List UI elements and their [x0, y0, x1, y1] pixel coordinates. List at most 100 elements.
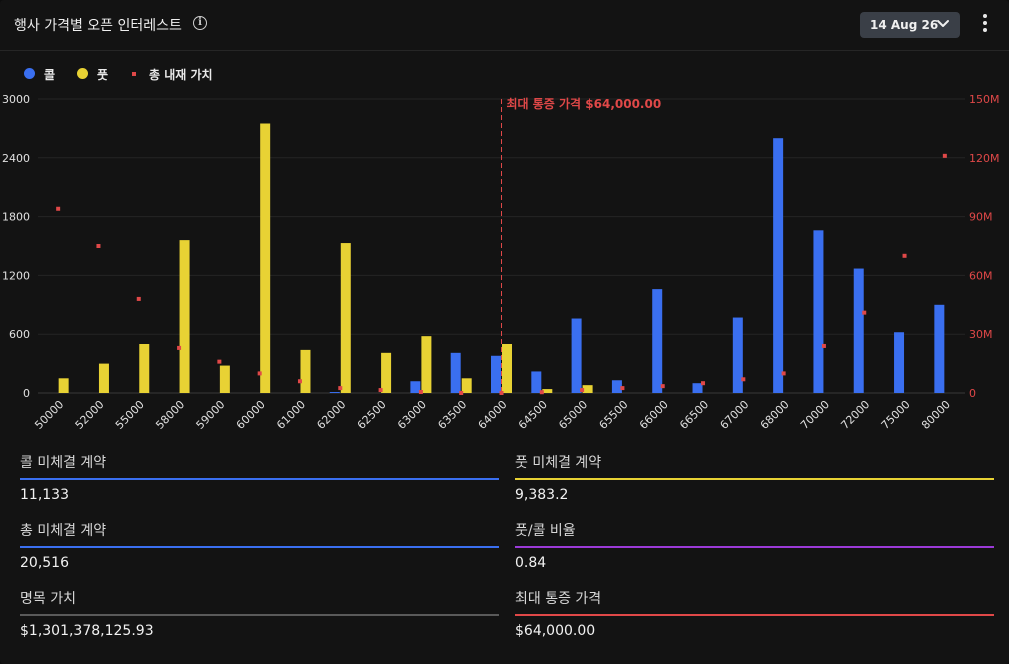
stat-underline [515, 478, 994, 480]
y-left-tick-label: 1200 [2, 269, 30, 282]
intrinsic-value-marker [297, 379, 302, 384]
intrinsic-value-marker [821, 343, 826, 348]
x-tick-label: 50000 [32, 398, 66, 432]
stat-underline [515, 614, 994, 616]
x-tick-label: 75000 [879, 398, 913, 432]
x-tick-label: 72000 [838, 398, 872, 432]
x-tick-label: 63000 [395, 398, 429, 432]
legend-label-calls: 콜 [44, 68, 56, 82]
x-tick-label: 52000 [73, 398, 107, 432]
call-bar [611, 380, 622, 393]
stat-underline [515, 546, 994, 548]
stat-label: 풋/콜 비율 [515, 523, 576, 539]
calls-legend-dot-icon [24, 68, 35, 79]
y-right-tick-label: 150M [969, 93, 1000, 106]
stat-value: 20,516 [20, 555, 69, 571]
call-bar [813, 230, 824, 393]
puts-legend-dot-icon [77, 68, 88, 79]
call-bar [329, 392, 340, 393]
x-tick-label: 55000 [113, 398, 147, 432]
y-right-tick-label: 90M [969, 211, 993, 224]
x-tick-label: 66500 [677, 398, 711, 432]
intrinsic-value-marker [96, 244, 101, 248]
stat-value: 0.84 [515, 555, 547, 571]
intrinsic-value-marker [781, 371, 786, 376]
call-bar [894, 332, 905, 393]
intrinsic-value-marker [701, 381, 706, 386]
stat-underline [20, 614, 499, 616]
put-bar [98, 363, 109, 393]
legend-label-puts: 풋 [97, 68, 109, 82]
intrinsic-value-marker [741, 377, 746, 382]
x-tick-label: 66000 [637, 398, 671, 432]
call-bar [450, 352, 461, 393]
stat-notional-value: 명목 가치 $1,301,378,125.93 [20, 588, 499, 639]
stat-value: 9,383.2 [515, 487, 569, 503]
call-bar [652, 289, 663, 393]
put-bar [582, 385, 593, 393]
put-bar [300, 349, 311, 393]
y-right-tick-label: 30M [969, 328, 993, 341]
x-tick-label: 59000 [194, 398, 228, 432]
put-bar [58, 378, 69, 393]
intrinsic-value-marker [338, 386, 343, 391]
expiry-date-select[interactable]: 14 Aug 26 [860, 12, 960, 38]
intrinsic-value-marker [56, 206, 61, 211]
intrinsic-value-marker [902, 253, 907, 258]
intrinsic-value-marker [539, 390, 544, 395]
legend-label-intrinsic-value: 총 내재 가치 [149, 68, 213, 82]
y-left-tick-label: 0 [23, 387, 30, 400]
stat-call-open-interest: 콜 미체결 계약 11,133 [20, 452, 499, 503]
x-tick-label: 64000 [476, 398, 510, 432]
put-bar [340, 243, 351, 393]
stat-value: $64,000.00 [515, 623, 596, 639]
stat-value: 11,133 [20, 487, 69, 503]
max-pain-label: 최대 통증 가격 $64,000.00 [507, 96, 662, 111]
more-options-icon[interactable] [978, 14, 992, 36]
y-left-tick-label: 600 [9, 328, 30, 341]
stat-label: 총 미체결 계약 [20, 523, 107, 539]
put-bar [179, 240, 190, 393]
call-bar [491, 355, 501, 393]
x-tick-label: 58000 [153, 398, 187, 432]
put-bar [502, 344, 512, 393]
y-left-tick-label: 2400 [2, 152, 30, 165]
intrinsic-value-marker [942, 153, 947, 158]
put-bar [542, 389, 553, 393]
stat-max-pain-price: 최대 통증 가격 $64,000.00 [515, 588, 994, 639]
x-tick-label: 68000 [758, 398, 792, 432]
stat-put-call-ratio: 풋/콜 비율 0.84 [515, 520, 994, 571]
panel-title: 행사 가격별 오픈 인터레스트 [14, 18, 182, 34]
x-tick-label: 63500 [435, 398, 469, 432]
intrinsic-value-marker [177, 345, 182, 350]
intrinsic-value-marker [136, 296, 141, 301]
put-bar [421, 336, 432, 393]
stat-label: 콜 미체결 계약 [20, 455, 107, 471]
stat-value: $1,301,378,125.93 [20, 623, 154, 639]
put-bar [381, 352, 392, 393]
x-tick-label: 65500 [597, 398, 631, 432]
intrinsic-value-marker [580, 388, 585, 393]
y-right-tick-label: 120M [969, 152, 1000, 165]
intrinsic-value-marker [257, 371, 262, 376]
put-bar [219, 365, 230, 393]
intrinsic-value-marker [459, 391, 464, 395]
call-bar [732, 317, 743, 393]
stat-underline [20, 478, 499, 480]
put-bar [139, 344, 150, 393]
intrinsic-value-marker [378, 388, 383, 393]
intrinsic-legend-square-icon [132, 72, 136, 76]
stat-label: 최대 통증 가격 [515, 591, 602, 607]
stat-put-open-interest: 풋 미체결 계약 9,383.2 [515, 452, 994, 503]
stat-underline [20, 546, 499, 548]
y-left-tick-label: 3000 [2, 93, 30, 106]
stat-label: 풋 미체결 계약 [515, 455, 602, 471]
info-icon[interactable]: i [193, 16, 207, 30]
x-tick-label: 70000 [798, 398, 832, 432]
x-tick-label: 62000 [314, 398, 348, 432]
stat-total-open-interest: 총 미체결 계약 20,516 [20, 520, 499, 571]
call-bar [934, 304, 945, 393]
intrinsic-value-marker [620, 386, 625, 391]
call-bar [571, 318, 582, 393]
x-tick-label: 65000 [556, 398, 590, 432]
